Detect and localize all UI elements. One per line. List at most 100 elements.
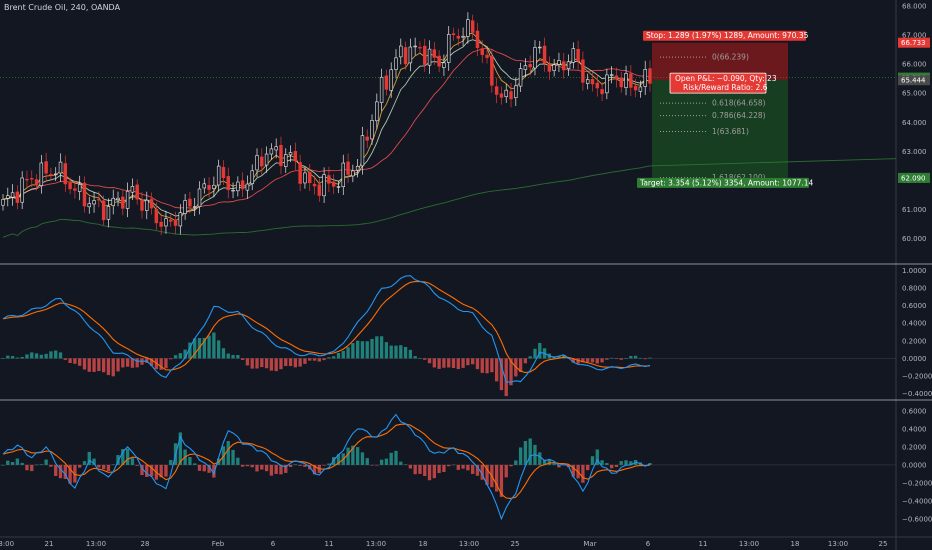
macd-histogram-bar [245, 464, 250, 467]
macd-histogram-bar [274, 358, 278, 372]
macd-histogram-bar [600, 460, 604, 465]
macd-histogram-bar [581, 464, 585, 483]
candle-body [188, 198, 192, 207]
macd-histogram-bar [360, 341, 365, 359]
macd-histogram-bar [106, 464, 111, 471]
macd-line [2, 413, 651, 521]
candle-body [312, 183, 317, 187]
macd-histogram-bar [413, 356, 417, 359]
macd-histogram-bar [68, 464, 72, 484]
macd-histogram-bar [264, 358, 269, 369]
candle-body [585, 79, 590, 84]
macd-histogram-bar [355, 447, 360, 465]
candle-body [432, 49, 437, 58]
candle-body [130, 186, 135, 193]
time-tick-label: Feb [212, 540, 225, 548]
macd-histogram-bar [351, 445, 355, 465]
macd-tick-label: 0.4000 [902, 425, 927, 433]
macd-histogram-bar [87, 451, 91, 465]
macd-histogram-bar [341, 350, 345, 359]
macd-histogram-bar [92, 358, 96, 372]
candle-body [494, 86, 499, 95]
macd-histogram-bar [408, 349, 413, 359]
candle-body [192, 206, 197, 208]
candle-body [331, 181, 336, 187]
candle-body [614, 75, 619, 80]
candle-body [183, 200, 187, 214]
macd-histogram-bar [456, 358, 460, 370]
candle-body [590, 78, 595, 85]
macd-histogram-bar [260, 358, 264, 368]
candle-body [293, 150, 298, 162]
candle-body [245, 183, 250, 191]
macd-tick-label: 0.0000 [902, 461, 927, 469]
macd-histogram-bar [217, 340, 221, 359]
macd-histogram-bar [226, 441, 230, 465]
candle-body [480, 48, 484, 56]
candle-body [490, 56, 494, 86]
candle-body [418, 46, 422, 49]
candle-body [303, 172, 307, 184]
macd-histogram-bar [619, 358, 623, 360]
macd-histogram-bar [475, 358, 480, 370]
macd-histogram-bar [451, 358, 456, 368]
price-tick-label: 68.000 [902, 2, 927, 10]
macd-histogram-bar [514, 460, 518, 465]
long-ma-line [2, 165, 651, 238]
macd-histogram-bar [614, 464, 619, 467]
candle-body [159, 221, 163, 227]
macd-tick-label: 0.4000 [902, 320, 927, 328]
candle-body [226, 176, 230, 191]
candle-body [197, 188, 202, 207]
candle-body [63, 163, 68, 185]
macd-histogram-bar [379, 459, 384, 465]
macd-histogram-bar [73, 358, 77, 364]
macd-histogram-bar [25, 354, 29, 359]
candle-body [260, 156, 264, 167]
macd-histogram-bar [298, 464, 302, 466]
macd-histogram-bar [20, 462, 24, 465]
macd-histogram-bar [624, 358, 628, 359]
macd-histogram-bar [322, 358, 326, 361]
candle-body [39, 162, 44, 186]
candle-body [101, 200, 106, 221]
macd-histogram-bar [130, 458, 135, 465]
macd-histogram-bar [312, 464, 317, 475]
macd-histogram-bar [212, 464, 216, 478]
macd-histogram-bar [101, 464, 106, 470]
macd-histogram-bar [15, 357, 20, 359]
macd-histogram-bar [116, 358, 120, 372]
macd-histogram-bar [159, 358, 163, 370]
candle-body [77, 184, 82, 192]
target-label-bg [637, 177, 809, 188]
candle-body [231, 189, 235, 192]
macd-histogram-bar [609, 357, 614, 359]
macd-histogram-bar [54, 464, 58, 477]
macd-histogram-bar [638, 357, 643, 359]
candle-body [250, 170, 254, 185]
macd-histogram-bar [293, 358, 298, 368]
price-tick-label: 63.000 [902, 148, 927, 156]
candle-body [264, 153, 269, 166]
macd-histogram-bar [619, 461, 623, 465]
candle-body [173, 219, 178, 226]
macd-histogram-bar [169, 358, 173, 360]
time-tick-label: 18 [419, 540, 428, 548]
fib-level-label: 1.618(62.100) [712, 173, 766, 182]
macd-histogram-bar [355, 340, 360, 359]
macd-histogram-bar [197, 464, 202, 471]
macd-histogram-bar [193, 338, 197, 359]
macd-histogram-bar [121, 358, 125, 368]
candle-body [538, 46, 542, 49]
macd-tick-label: 0.8000 [902, 285, 927, 293]
macd-histogram-bar [399, 461, 403, 465]
macd-histogram-bar [586, 358, 590, 362]
candle-body [169, 219, 173, 222]
macd-histogram-bar [284, 358, 288, 367]
macd-histogram-bar [480, 358, 484, 373]
macd-histogram-bar [351, 343, 355, 359]
macd-histogram-bar [442, 358, 446, 368]
macd-histogram-bar [384, 342, 389, 359]
